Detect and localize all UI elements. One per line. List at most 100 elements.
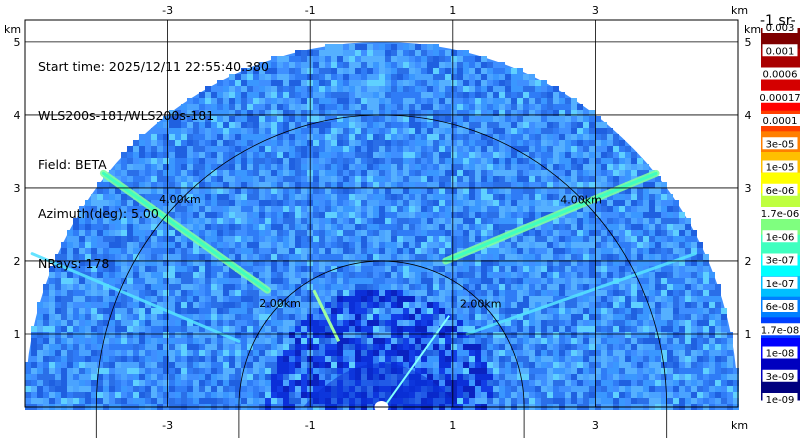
colorbar-tick-label: 3e-09 bbox=[766, 372, 795, 383]
ring-label-2-1: 4.00km bbox=[159, 193, 201, 206]
colorbar-tick-bg bbox=[756, 207, 800, 219]
colorbar-tick-bg bbox=[756, 90, 800, 103]
colorbar-tick-10: 1e-06 bbox=[762, 230, 798, 243]
colorbar-swatch-10 bbox=[761, 214, 800, 236]
colorbar-tick-label: 0.001 bbox=[766, 46, 795, 57]
colorbar-tick-4: 0.00017 bbox=[756, 90, 800, 104]
x-tick-bottom--3: -3 bbox=[162, 419, 173, 432]
colorbar: 0.003 0.001 0.0006 0.00017 0.0001 3e-05 1e-05 6… bbox=[756, 21, 800, 406]
colorbar-tick-bg bbox=[762, 393, 798, 405]
range-ring-2 bbox=[95, 114, 668, 438]
near-streak-left bbox=[312, 289, 341, 342]
x-unit-bottom: km bbox=[731, 419, 748, 432]
y-tick-right-1: 1 bbox=[745, 328, 752, 341]
colorbar-title: -1 sr- bbox=[760, 13, 796, 29]
ring-label-2-2: 4.00km bbox=[560, 194, 602, 207]
scan-info: Start time: 2025/12/11 22:55:40.380 WLS2… bbox=[38, 26, 269, 288]
x-tick-bottom--1: -1 bbox=[305, 419, 316, 432]
plot-frame bbox=[24, 19, 739, 408]
x-tick-bottom-3: 3 bbox=[592, 419, 599, 432]
x-unit-top: km bbox=[731, 4, 748, 17]
colorbar-tick-label: 0.00017 bbox=[759, 93, 800, 104]
start-time: Start time: 2025/12/11 22:55:40.380 bbox=[38, 58, 269, 74]
y-tick-right-3: 3 bbox=[745, 182, 752, 195]
x-tick-top--1: -1 bbox=[305, 4, 316, 17]
y-tick-right-5: 5 bbox=[745, 36, 752, 49]
colorbar-tick-label: 1.7e-08 bbox=[761, 325, 799, 336]
y-unit-left: km bbox=[4, 23, 21, 36]
colorbar-tick-bg bbox=[762, 183, 798, 196]
colorbar-tick-6: 3e-05 bbox=[762, 137, 798, 150]
colorbar-tick-label: 1e-05 bbox=[766, 163, 795, 174]
colorbar-tick-bg bbox=[762, 44, 798, 57]
layer-core-1 bbox=[101, 171, 269, 292]
colorbar-tick-label: 3e-05 bbox=[766, 139, 795, 150]
layer-feature-4 bbox=[465, 252, 697, 336]
colorbar-tick-label: 0.003 bbox=[766, 23, 795, 34]
ring-label-1-1: 2.00km bbox=[259, 297, 301, 310]
colorbar-tick-label: 1e-07 bbox=[766, 279, 795, 290]
colorbar-tick-label: 1e-06 bbox=[766, 232, 795, 243]
colorbar-tick-2: 0.001 bbox=[762, 44, 798, 57]
colorbar-tick-1: 0.003 bbox=[762, 21, 798, 34]
colorbar-tick-bg bbox=[762, 137, 798, 150]
colorbar-tick-8: 6e-06 bbox=[762, 183, 798, 197]
axis-ticks: -3 -3 -1 -1 1 1 3 3 1 1 2 2 3 3 4 4 5 5 bbox=[14, 4, 752, 432]
colorbar-tick-bg bbox=[762, 253, 798, 266]
x-tick-bottom-1: 1 bbox=[449, 419, 456, 432]
x-tick-top-3: 3 bbox=[592, 4, 599, 17]
colorbar-tick-label: 0.0001 bbox=[763, 116, 798, 127]
colorbar-tick-bg bbox=[762, 21, 798, 33]
colorbar-tick-label: 1e-08 bbox=[766, 349, 795, 360]
colorbar-tick-bg bbox=[762, 300, 798, 312]
field-name: Field: BETA bbox=[38, 157, 107, 173]
nrays: NRays: 178 bbox=[38, 255, 110, 271]
layer-feature-3 bbox=[30, 252, 241, 343]
range-rings: 2.00km 2.00km 4.00km 4.00km bbox=[95, 114, 668, 438]
instrument: WLS200s-181/WLS200s-181 bbox=[38, 108, 215, 124]
backscatter-field bbox=[25, 41, 739, 413]
colorbar-tick-label: 1.7e-06 bbox=[761, 209, 799, 220]
colorbar-tick-label: 3e-07 bbox=[766, 256, 795, 267]
near-streak-right bbox=[384, 315, 451, 407]
colorbar-tick-label: 6e-08 bbox=[766, 302, 795, 313]
colorbar-tick-16: 3e-09 bbox=[762, 369, 798, 383]
colorbar-tick-12: 1e-07 bbox=[762, 276, 798, 290]
y-tick-left-3: 3 bbox=[14, 182, 21, 195]
colorbar-swatch-1 bbox=[761, 28, 800, 50]
colorbar-tick-bg bbox=[762, 276, 798, 289]
ring-label-1-2: 2.00km bbox=[460, 297, 502, 310]
colorbar-tick-bg bbox=[762, 346, 798, 359]
colorbar-tick-bg bbox=[759, 67, 800, 80]
range-ring-1 bbox=[238, 260, 525, 438]
colorbar-tick-3: 0.0006 bbox=[759, 67, 800, 81]
colorbar-tick-9: 1.7e-06 bbox=[756, 207, 800, 220]
y-tick-left-1: 1 bbox=[14, 328, 21, 341]
y-tick-left-2: 2 bbox=[14, 255, 21, 268]
y-unit-right: km bbox=[744, 23, 761, 36]
speckle bbox=[25, 44, 739, 410]
x-tick-top-1: 1 bbox=[449, 4, 456, 17]
near-field bbox=[303, 363, 460, 407]
colorbar-tick-bg bbox=[762, 369, 798, 382]
x-tick-top--3: -3 bbox=[162, 4, 173, 17]
colorbar-tick-13: 6e-08 bbox=[762, 300, 798, 313]
y-tick-left-5: 5 bbox=[14, 36, 21, 49]
colorbar-tick-bg bbox=[759, 114, 800, 126]
colorbar-tick-17: 1e-09 bbox=[762, 393, 798, 406]
colorbar-tick-label: 1e-09 bbox=[766, 395, 795, 406]
azimuth: Azimuth(deg): 5.00 bbox=[38, 206, 159, 222]
colorbar-tick-bg bbox=[762, 160, 798, 173]
colorbar-tick-14: 1.7e-08 bbox=[756, 323, 800, 336]
colorbar-tick-label: 6e-06 bbox=[766, 186, 795, 197]
y-tick-right-4: 4 bbox=[745, 109, 752, 122]
colorbar-tick-bg bbox=[762, 230, 798, 243]
y-tick-right-2: 2 bbox=[745, 255, 752, 268]
colorbar-tick-11: 3e-07 bbox=[762, 253, 798, 267]
colorbar-tick-5: 0.0001 bbox=[759, 114, 800, 127]
colorbar-tick-bg bbox=[756, 323, 800, 336]
colorbar-tick-15: 1e-08 bbox=[762, 346, 798, 360]
colorbar-tick-7: 1e-05 bbox=[762, 160, 798, 174]
colorbar-tick-label: 0.0006 bbox=[763, 70, 798, 81]
